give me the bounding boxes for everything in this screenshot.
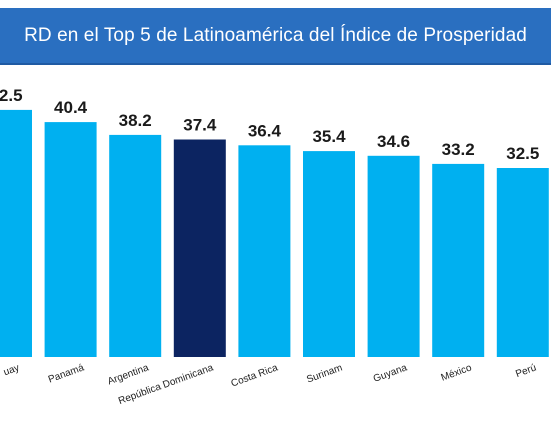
category-label-8: México bbox=[440, 362, 474, 383]
bar-3 bbox=[109, 134, 162, 357]
bar-5 bbox=[238, 145, 291, 357]
category-label-2: Panamá bbox=[47, 362, 86, 385]
chart-title-bar: RD en el Top 5 de Latinoamérica del Índi… bbox=[0, 8, 551, 65]
value-label-5: 36.4 bbox=[248, 121, 282, 140]
value-label-8: 33.2 bbox=[442, 140, 475, 159]
category-label-3: Argentina bbox=[106, 362, 150, 387]
bar-9 bbox=[496, 168, 549, 357]
category-label-6: Surinam bbox=[305, 362, 344, 385]
value-label-2: 40.4 bbox=[54, 98, 88, 117]
chart-title: RD en el Top 5 de Latinoamérica del Índi… bbox=[24, 24, 527, 46]
bar-6 bbox=[303, 151, 355, 357]
bar-1 bbox=[0, 109, 32, 358]
value-label-1: 42.5 bbox=[0, 86, 23, 105]
category-label-9: Perú bbox=[514, 362, 538, 380]
value-label-3: 38.2 bbox=[119, 111, 152, 130]
value-label-9: 32.5 bbox=[506, 144, 539, 163]
bar-2 bbox=[44, 122, 97, 357]
category-label-5: Costa Rica bbox=[230, 362, 280, 389]
bar-8 bbox=[432, 163, 485, 357]
value-label-7: 34.6 bbox=[377, 132, 410, 151]
value-label-4: 37.4 bbox=[183, 116, 217, 135]
bar-7 bbox=[367, 155, 420, 357]
bar-4 bbox=[173, 139, 226, 357]
value-label-6: 35.4 bbox=[312, 127, 346, 146]
category-label-7: Guyana bbox=[372, 362, 409, 384]
category-label-1: uay bbox=[2, 362, 21, 378]
